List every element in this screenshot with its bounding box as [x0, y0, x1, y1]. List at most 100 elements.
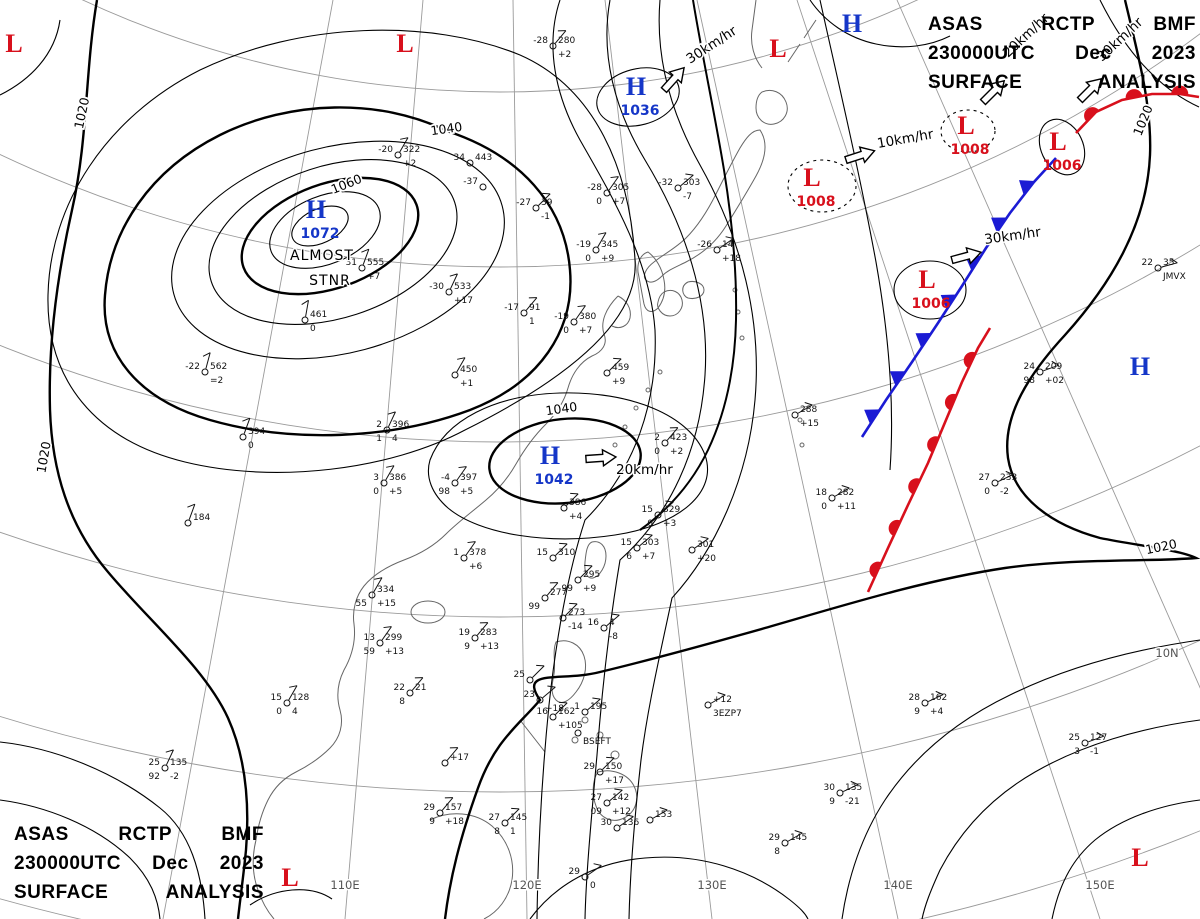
station-plot: 23 +18 [524, 685, 564, 714]
station-pressure: 295 [583, 570, 600, 580]
station-circle-icon [1154, 264, 1162, 272]
station-plot: 13 299 59 +13 [364, 626, 404, 657]
station-circle-icon [283, 699, 291, 707]
wind-barb-tick-icon [841, 485, 850, 489]
station-weather: 9 [429, 817, 435, 827]
station-temp: 15 [271, 693, 282, 703]
warm-front-pip-icon [1125, 89, 1143, 100]
station-tendency: 0 [590, 881, 596, 891]
pressure-value: 1006 [912, 296, 951, 312]
station-circle-icon [526, 676, 534, 684]
isobar [0, 19, 61, 96]
pressure-center-l: L [769, 34, 786, 63]
title-block-bottom-left: ASAS RCTP BMF 230000UTC Dec 2023 SURFACE… [14, 820, 264, 907]
station-weather: 3 [1074, 747, 1080, 757]
station-tendency: -8 [609, 632, 618, 642]
station-tendency: +5 [460, 487, 473, 497]
station-temp: 27 [489, 813, 500, 823]
wind-barb-tick-icon [374, 577, 383, 580]
wind-barb-icon [587, 698, 601, 711]
wind-arrow-icon [979, 79, 1006, 106]
station-pressure: 303 [642, 538, 659, 548]
station-temp: 2 [654, 433, 660, 443]
wind-barb-icon [619, 816, 634, 827]
station-plot: -37 [463, 177, 487, 191]
wind-barb-tick-icon [850, 780, 859, 786]
station-circle-icon [613, 824, 621, 832]
station-temp: 29 [769, 833, 781, 843]
station-temp: -26 [697, 240, 712, 250]
wind-barb-tick-icon [467, 541, 476, 544]
wind-barb-icon [446, 747, 459, 761]
wind-annotation: 10km/hr [844, 125, 937, 165]
coast-visayas [571, 736, 579, 744]
coast-kuril [787, 19, 817, 63]
station-tendency: 0 [248, 441, 254, 451]
station-pressure: 397 [460, 473, 477, 483]
station-temp: 25 [1069, 733, 1080, 743]
station-plot: -30 533 +17 [429, 273, 473, 306]
warm-front-pip-icon [1084, 107, 1099, 122]
station-temp: 19 [459, 628, 471, 638]
station-plot: 16 162 +105 [537, 701, 583, 731]
wind-barb-tick-icon [717, 692, 726, 696]
wind-barb-icon [450, 273, 458, 290]
coast-sakhalin [751, 0, 763, 69]
station-circle-icon [479, 183, 487, 191]
station-circle-icon [661, 439, 669, 447]
station-tendency: +18 [445, 817, 464, 827]
coast-taiwan [584, 541, 607, 579]
station-circle-icon [549, 42, 557, 50]
wind-barb-icon [399, 137, 409, 153]
station-temp: 27 [979, 473, 990, 483]
warm-front-pip-icon [927, 436, 939, 453]
station-circle-icon [301, 316, 309, 324]
isobar [269, 191, 381, 269]
cold-front-pip-icon [889, 371, 906, 387]
low-symbol: L [281, 863, 298, 892]
station-plot: 386+4 [560, 492, 586, 522]
chart-id-line: ASAS RCTP BMF [928, 14, 1196, 35]
isobar [841, 639, 1200, 919]
station-pressure: 145 [790, 833, 807, 843]
wind-barb-icon [188, 504, 196, 520]
isobar [171, 140, 505, 360]
warm-front-pip-icon [888, 519, 901, 537]
pressure-value: 1036 [621, 103, 660, 119]
isobar [0, 799, 161, 919]
pressure-center-h-1042: H 1042 [535, 441, 574, 488]
station-circle-icon [921, 699, 929, 707]
station-circle-icon [570, 318, 578, 326]
chart-type-line: SURFACE ANALYSIS [14, 882, 264, 903]
station-circle-icon [592, 246, 600, 254]
station-plot: 15 303 6 +7 [621, 533, 659, 562]
wind-speed-label: 30km/hr [683, 23, 740, 68]
station-pressure: 303 [683, 178, 700, 188]
station-temp: 13 [364, 633, 375, 643]
isobar-label: 1040 [545, 399, 579, 418]
wind-barb-icon [566, 493, 579, 506]
station-plot: 29 145 8 [769, 830, 807, 857]
wind-speed-label: 10km/hr [876, 126, 935, 152]
station-tendency: 1 [510, 827, 516, 837]
station-plot: 18 282 0 +11 [816, 485, 856, 512]
station-pressure: 555 [367, 258, 384, 268]
station-plot: 273-14 [559, 602, 585, 632]
station-plot: 27 145 8 1 [489, 807, 527, 837]
high-symbol: H [1130, 352, 1150, 381]
station-circle-icon [704, 701, 712, 709]
wind-barb-icon [1088, 735, 1104, 743]
pressure-value: 1006 [1043, 158, 1082, 174]
station-circle-icon [828, 494, 836, 502]
station-pressure: 345 [601, 240, 618, 250]
station-temp: -17 [504, 303, 519, 313]
station-temp: 15 [642, 505, 653, 515]
station-circle-icon [383, 426, 391, 434]
station-plot: 30 136 [601, 814, 639, 832]
coast-borneo [429, 813, 514, 919]
wind-barb-icon [565, 603, 578, 616]
wind-barb-tick-icon [659, 807, 668, 811]
